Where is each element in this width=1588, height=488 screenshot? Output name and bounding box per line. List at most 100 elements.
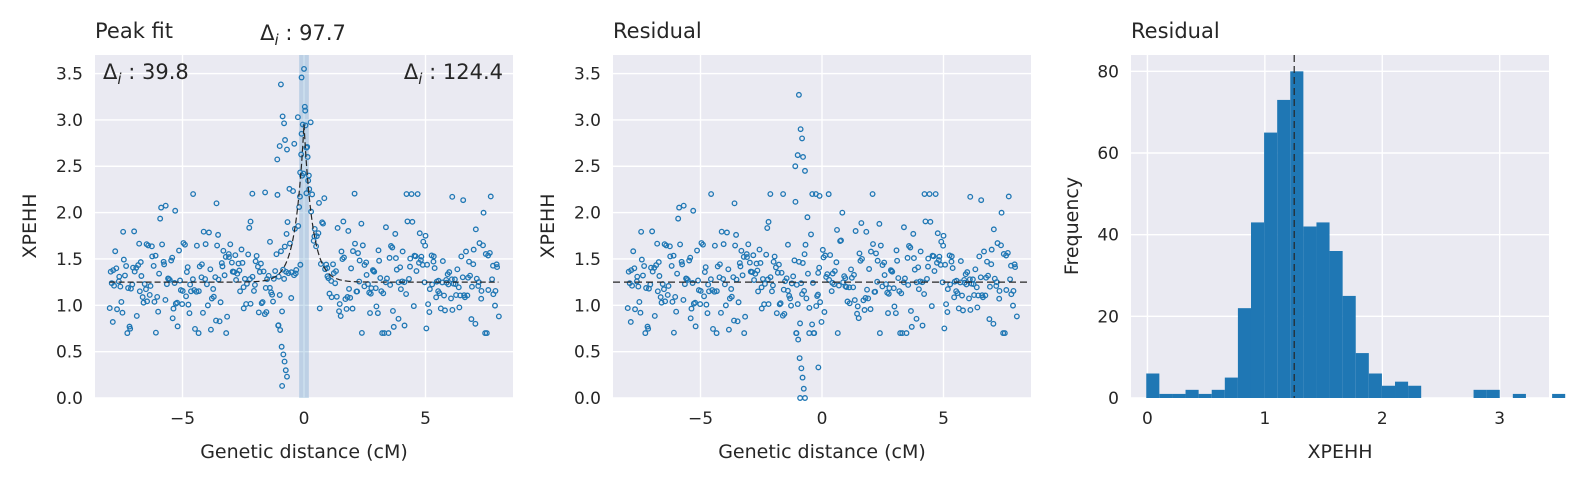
data-point	[384, 275, 390, 282]
y-tick-label: 80	[1097, 62, 1119, 82]
data-point	[210, 286, 217, 292]
data-point	[881, 272, 888, 278]
data-point	[826, 276, 833, 283]
data-point	[638, 256, 645, 263]
data-point	[426, 286, 433, 293]
data-point	[463, 248, 469, 255]
data-point	[392, 255, 399, 262]
data-point	[375, 247, 382, 254]
data-point	[351, 190, 358, 197]
data-point	[940, 232, 947, 239]
data-point	[294, 114, 301, 121]
data-point	[385, 330, 392, 337]
data-point	[304, 154, 311, 160]
data-point	[288, 295, 295, 301]
data-point	[778, 269, 785, 276]
data-point	[666, 243, 673, 250]
data-point	[307, 119, 314, 126]
data-point	[678, 258, 685, 265]
data-point	[838, 237, 844, 244]
data-point	[247, 300, 254, 307]
data-point	[281, 358, 288, 365]
histogram-bar	[1146, 373, 1160, 398]
histogram-bar	[1211, 389, 1225, 398]
data-point	[206, 229, 212, 236]
data-point	[934, 230, 941, 237]
data-point	[216, 318, 223, 325]
data-point	[876, 330, 883, 337]
data-point	[240, 305, 247, 312]
annotation-delta-center: Δi : 97.7	[260, 21, 346, 49]
y-tick-label: 1.0	[574, 296, 601, 316]
data-point	[970, 281, 977, 288]
data-point	[309, 191, 316, 198]
data-point	[425, 301, 432, 308]
annotation-delta-right: Δi : 124.4	[404, 60, 503, 88]
data-point	[792, 163, 799, 170]
x-tick-label: 1	[1259, 409, 1270, 429]
data-point	[733, 231, 740, 238]
data-point	[259, 299, 266, 305]
data-point	[780, 191, 787, 198]
data-point	[150, 262, 157, 269]
data-point	[722, 302, 729, 309]
data-point	[187, 281, 194, 288]
data-point	[123, 263, 130, 269]
data-point	[223, 330, 230, 337]
data-point	[833, 259, 840, 266]
histogram-bar	[1408, 385, 1422, 398]
data-point	[406, 275, 412, 282]
data-point	[146, 292, 153, 298]
data-point	[169, 254, 176, 261]
data-point	[207, 266, 214, 273]
data-point	[661, 286, 667, 293]
histogram-bar	[1198, 393, 1212, 398]
data-point	[284, 219, 291, 226]
data-point	[797, 320, 804, 327]
panel-peak-fit-xlabel: Genetic distance (cM)	[200, 441, 408, 463]
data-point	[654, 240, 661, 247]
data-point	[338, 248, 345, 255]
data-point	[487, 193, 494, 200]
data-point	[274, 156, 281, 163]
data-point	[200, 228, 207, 235]
panel-residual-scatter-ticks: −5 0 5 0.0 0.5 1.0 1.5 2.0 2.5 3.0 3.5	[574, 65, 949, 429]
data-point	[701, 293, 708, 300]
data-point	[174, 299, 181, 306]
data-point	[795, 91, 802, 98]
data-point	[993, 283, 1000, 289]
data-point	[182, 241, 188, 248]
data-point	[283, 230, 290, 237]
data-point	[635, 283, 642, 290]
data-point	[371, 268, 378, 275]
data-point	[179, 287, 186, 294]
data-point	[131, 228, 138, 235]
data-point	[343, 305, 350, 312]
data-point	[800, 385, 807, 392]
data-point	[889, 268, 896, 275]
data-point	[380, 290, 387, 297]
data-point	[171, 280, 178, 286]
y-tick-label: 1.5	[56, 250, 83, 270]
data-point	[667, 253, 674, 260]
data-point	[430, 253, 437, 260]
y-tick-label: 2.0	[574, 204, 601, 224]
data-point	[195, 330, 202, 337]
data-point	[111, 282, 118, 289]
data-point	[870, 241, 876, 247]
data-point	[967, 307, 974, 313]
data-point	[637, 309, 644, 316]
data-point	[260, 268, 267, 275]
data-point	[943, 301, 950, 308]
data-point	[754, 267, 761, 274]
data-point	[315, 230, 322, 237]
data-point	[403, 291, 410, 297]
data-point	[252, 258, 259, 265]
data-point	[354, 288, 361, 295]
x-tick-label: 0	[299, 409, 310, 429]
data-point	[367, 290, 374, 297]
data-point	[944, 309, 951, 316]
data-point	[986, 316, 993, 323]
data-point	[697, 287, 704, 294]
data-point	[718, 309, 724, 316]
